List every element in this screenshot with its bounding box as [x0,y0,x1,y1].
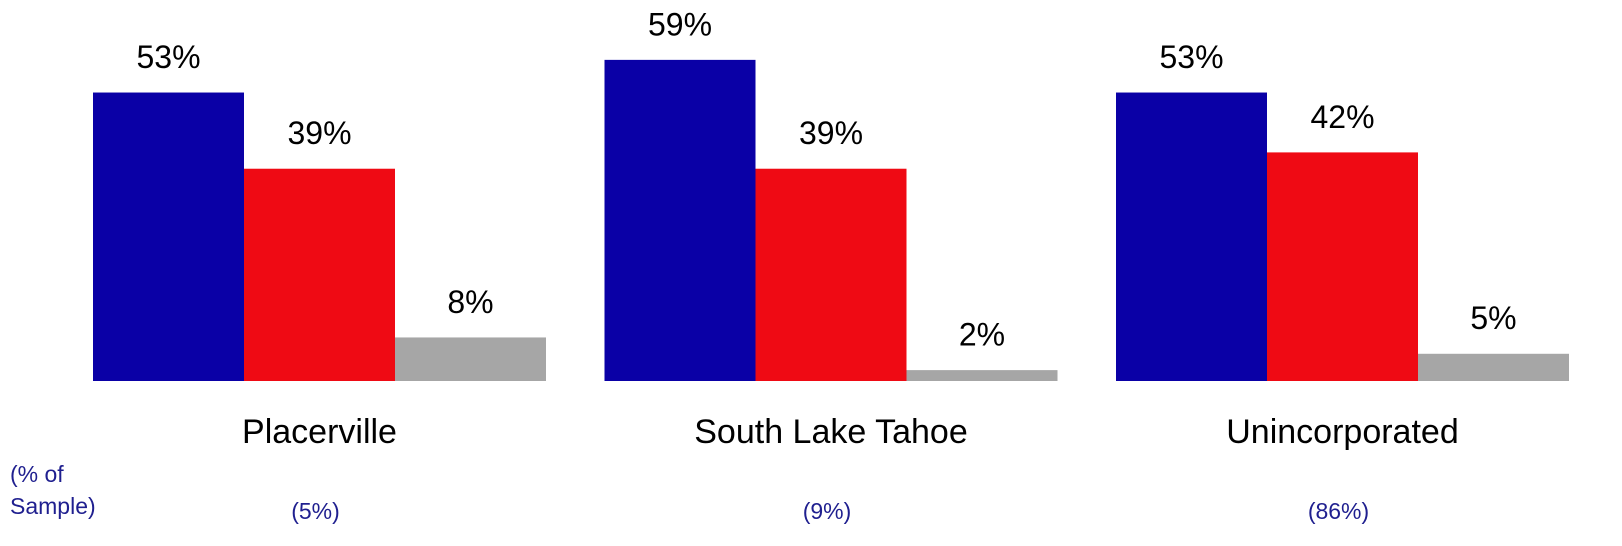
bar [244,168,395,381]
bar [395,337,546,381]
value-label: 39% [287,115,351,151]
bar [906,370,1058,381]
category-label: Placerville [242,413,397,451]
category-label: South Lake Tahoe [694,413,968,451]
bar [1418,353,1569,381]
bar [93,92,244,382]
bar [1267,152,1418,381]
bar [755,168,907,381]
sample-title: (% of Sample) [10,461,96,519]
value-label: 42% [1310,99,1374,135]
category-label: Unincorporated [1226,413,1458,451]
sample-label: (9%) [803,498,852,524]
bar [1116,92,1267,382]
value-label: 5% [1470,300,1516,336]
sample-label: (5%) [291,498,340,524]
bar [604,59,756,381]
value-label: 59% [648,6,712,42]
value-label: 53% [1159,39,1223,75]
value-label: 39% [799,115,863,151]
value-label: 53% [136,39,200,75]
value-label: 2% [959,317,1005,353]
value-label: 8% [447,284,493,320]
sample-label: (86%) [1308,498,1369,524]
